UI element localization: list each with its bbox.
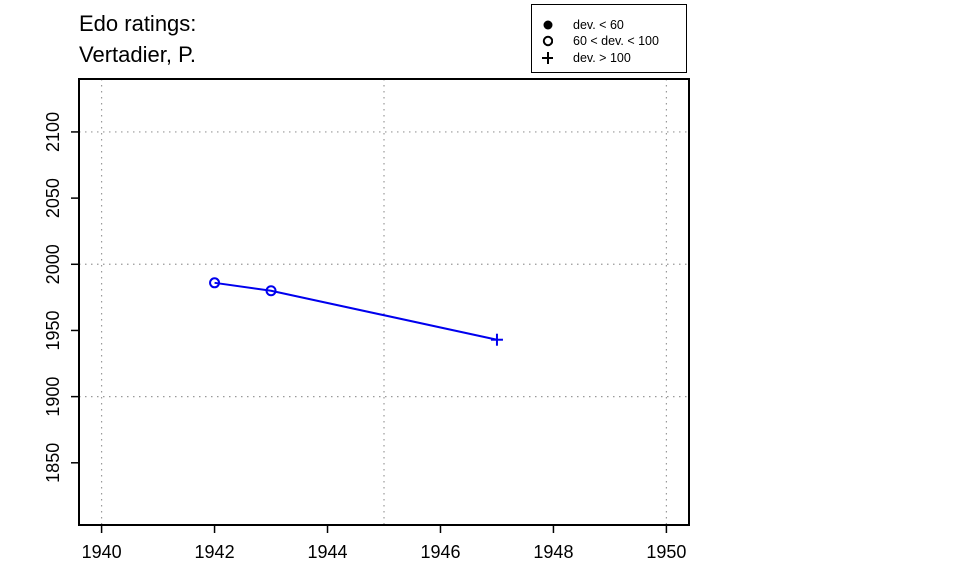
y-tick-label: 2050 [43, 178, 63, 218]
y-tick-label: 2000 [43, 244, 63, 284]
legend-item-plus: dev. > 100 [532, 49, 686, 67]
chart-title: Edo ratings: Vertadier, P. [79, 8, 196, 70]
legend-label: dev. > 100 [573, 51, 631, 65]
plus-icon [542, 52, 553, 64]
data-point-plus [490, 333, 503, 346]
y-tick-label: 2100 [43, 112, 63, 152]
legend-item-filled-circle: dev. < 60 [532, 16, 686, 34]
chart-title-line-2: Vertadier, P. [79, 42, 197, 67]
grid [79, 79, 689, 525]
chart-title-line-1: Edo ratings: [79, 11, 197, 36]
x-axis: 1940 1942 1944 1946 1948 1950 [82, 525, 686, 562]
x-tick-label: 1950 [646, 542, 686, 562]
open-circle-icon [542, 35, 553, 47]
y-axis: 1850 1900 1950 2000 2050 2100 [43, 112, 79, 483]
x-tick-label: 1940 [82, 542, 122, 562]
y-tick-label: 1900 [43, 377, 63, 417]
data-point-open-circle [209, 277, 221, 289]
legend: dev. < 60 60 < dev. < 100 dev. > 100 [531, 4, 687, 73]
x-tick-label: 1946 [420, 542, 460, 562]
series-line [214, 281, 498, 341]
y-tick-label: 1850 [43, 443, 63, 483]
legend-label: 60 < dev. < 100 [573, 34, 659, 48]
data-point-open-circle [265, 285, 277, 297]
filled-circle-icon [543, 20, 553, 30]
series-layer [209, 277, 503, 346]
x-tick-label: 1948 [533, 542, 573, 562]
y-tick-label: 1950 [43, 310, 63, 350]
x-tick-label: 1942 [195, 542, 235, 562]
legend-label: dev. < 60 [573, 18, 624, 32]
legend-item-open-circle: 60 < dev. < 100 [532, 32, 686, 50]
plot-frame [78, 78, 690, 526]
x-tick-label: 1944 [307, 542, 347, 562]
